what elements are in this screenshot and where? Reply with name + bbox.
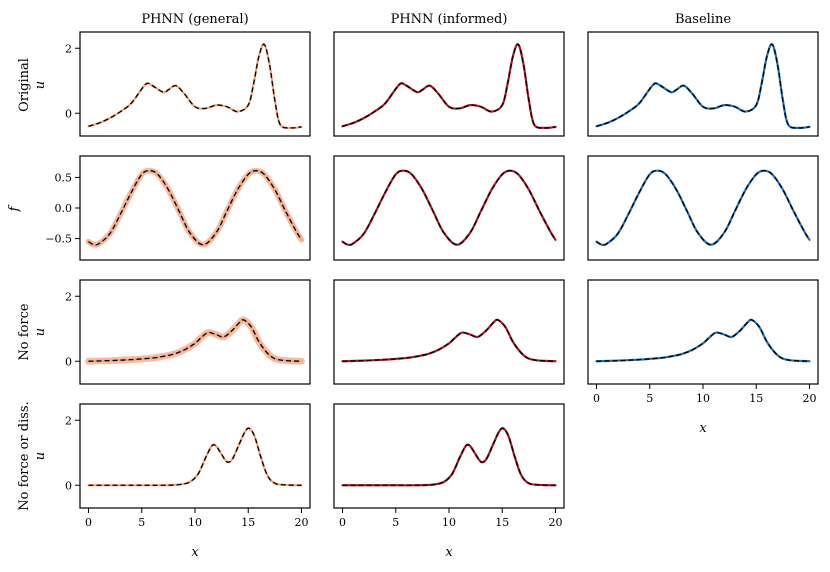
ylabel-row-2: f — [7, 204, 22, 212]
axes-frame — [333, 31, 565, 137]
plot-area — [341, 318, 557, 363]
y-tick-label: 0.5 — [55, 171, 73, 184]
series-model-line — [341, 43, 557, 130]
x-tick-label: 5 — [646, 392, 653, 405]
plot-area — [85, 316, 305, 365]
series-model-line — [341, 318, 557, 363]
x-tick-label: 5 — [138, 516, 145, 529]
series-reference-line — [88, 319, 302, 362]
x-tick-label: 15 — [241, 516, 255, 529]
series-reference-line — [342, 43, 556, 129]
series-reference-line — [88, 170, 303, 246]
row-label-no-force: No force — [17, 303, 32, 360]
panel-r2-c2 — [333, 155, 565, 261]
xlabel-col-2: x — [445, 545, 453, 560]
y-tick-label: 0.0 — [55, 202, 73, 215]
x-tick-label: 10 — [442, 516, 456, 529]
series-model-line — [595, 169, 811, 247]
series-reference-line — [342, 319, 556, 362]
series-model-line — [595, 43, 811, 130]
x-tick-label: 10 — [188, 516, 202, 529]
y-tick-label: 2 — [65, 414, 72, 427]
plot-area — [595, 169, 811, 247]
plot-area — [341, 169, 557, 247]
series-reference-line — [88, 43, 302, 129]
panel-r3-c3: 0 5 10 15 20 — [587, 279, 819, 405]
series-reference-line — [88, 427, 302, 486]
panel-r3-c2 — [333, 279, 565, 385]
axes-frame — [587, 279, 819, 385]
x-tick-label: 20 — [548, 516, 562, 529]
series-reference-line — [596, 319, 810, 362]
series-model-line — [87, 43, 303, 130]
series-reference-line — [596, 170, 811, 246]
ylabel-row-3: u — [33, 328, 48, 336]
ylabel-row-4: u — [33, 452, 48, 460]
axes-frame — [333, 155, 565, 261]
y-tick-label: 0 — [65, 479, 72, 492]
x-tick-label: 0 — [593, 392, 600, 405]
panel-r2-c1: −0.5 0.0 0.5 — [45, 155, 311, 261]
series-model-line — [341, 169, 557, 247]
series-reference-line — [596, 43, 810, 129]
x-tick-label: 0 — [85, 516, 92, 529]
plot-area — [85, 167, 305, 248]
plot-area — [341, 43, 557, 130]
series-reference-line — [342, 427, 556, 486]
plot-area — [87, 43, 303, 130]
axes-frame — [333, 279, 565, 385]
plot-area — [341, 427, 557, 487]
plot-area — [595, 43, 811, 130]
column-title-baseline: Baseline — [675, 12, 731, 27]
y-tick-label: 0 — [65, 107, 72, 120]
x-tick-label: 5 — [392, 516, 399, 529]
axes-frame — [79, 31, 311, 137]
x-tick-label: 0 — [339, 516, 346, 529]
y-tick-label: 2 — [65, 42, 72, 55]
panel-r1-c2 — [333, 31, 565, 137]
panel-r4-c2: 0 5 10 15 20 — [333, 403, 565, 529]
axes-frame — [79, 155, 311, 261]
x-tick-label: 20 — [802, 392, 816, 405]
x-tick-label: 10 — [696, 392, 710, 405]
axes-frame — [79, 279, 311, 385]
xlabel-col-3: x — [699, 421, 707, 436]
axes-frame — [587, 155, 819, 261]
column-title-phnn-informed: PHNN (informed) — [391, 12, 508, 27]
y-tick-label: −0.5 — [45, 233, 72, 246]
xlabel-col-1: x — [191, 545, 199, 560]
ylabel-row-1: u — [33, 81, 48, 89]
panel-r4-c1: 020 5 10 15 20 — [65, 403, 311, 529]
axes-frame — [79, 403, 311, 509]
series-reference-line — [342, 170, 557, 246]
series-model-line — [341, 427, 557, 487]
x-tick-label: 20 — [294, 516, 308, 529]
plot-area — [595, 318, 811, 363]
row-label-no-force-or-diss: No force or diss. — [17, 401, 32, 510]
axes-frame — [333, 403, 565, 509]
y-tick-label: 2 — [65, 290, 72, 303]
x-tick-label: 15 — [749, 392, 763, 405]
row-label-original: Original — [17, 58, 32, 112]
panel-r3-c1: 02 — [65, 279, 311, 385]
panel-r2-c3 — [587, 155, 819, 261]
axes-frame — [587, 31, 819, 137]
x-tick-label: 15 — [495, 516, 509, 529]
y-tick-label: 0 — [65, 355, 72, 368]
panel-r1-c3 — [587, 31, 819, 137]
series-model-line — [595, 318, 811, 363]
panel-r1-c1: 02 — [65, 31, 311, 137]
plot-area — [87, 427, 303, 487]
column-title-phnn-general: PHNN (general) — [141, 12, 248, 27]
series-model-line — [87, 427, 303, 487]
